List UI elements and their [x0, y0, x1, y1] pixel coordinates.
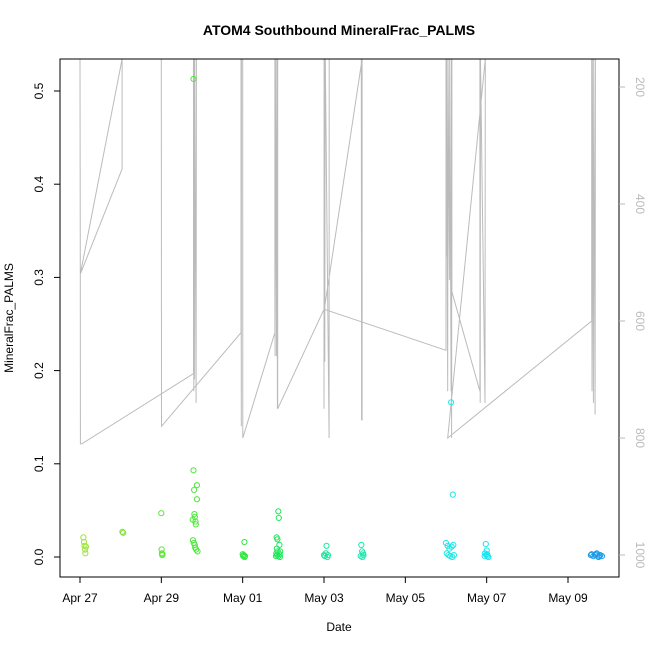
y-tick-label: 0.5 — [32, 82, 46, 99]
x-tick-label: May 09 — [548, 591, 588, 605]
data-point — [192, 521, 199, 528]
secondary-y-axis: 200 400 600 800 1000 — [619, 77, 647, 569]
data-point — [275, 508, 282, 515]
x-tick-label: May 07 — [467, 591, 507, 605]
data-point — [241, 553, 248, 560]
data-point — [241, 539, 248, 546]
y-axis-label: MineralFrac_PALMS — [2, 263, 16, 373]
y-tick-label: 0.2 — [32, 362, 46, 379]
data-point — [596, 553, 603, 560]
x-tick-label: Apr 27 — [62, 591, 98, 605]
altitude-line — [79, 58, 596, 445]
data-point — [482, 540, 489, 548]
data-point — [320, 552, 328, 559]
data-point — [191, 510, 198, 518]
altitude-trace — [79, 58, 596, 445]
data-point — [194, 548, 201, 555]
data-point — [276, 541, 283, 549]
y-tick-label: 0.0 — [32, 548, 46, 565]
data-point — [82, 546, 89, 553]
x-tick-label: Apr 29 — [144, 591, 180, 605]
y2-tick-label: 800 — [633, 428, 647, 448]
chart-title: ATOM4 Southbound MineralFrac_PALMS — [203, 22, 475, 38]
data-point — [592, 551, 600, 558]
data-point — [358, 541, 365, 549]
data-point — [193, 482, 200, 489]
plot-frame — [59, 58, 620, 578]
y2-tick-label: 200 — [633, 77, 647, 97]
data-point — [321, 553, 328, 560]
data-point — [448, 543, 455, 550]
y2-tick-label: 600 — [633, 311, 647, 331]
y-tick-label: 0.1 — [32, 455, 46, 472]
data-point — [274, 536, 281, 543]
y2-tick-label: 1000 — [633, 542, 647, 569]
y-tick-label: 0.3 — [32, 269, 46, 286]
data-point — [450, 541, 457, 549]
data-point — [189, 516, 196, 523]
y2-tick-label: 400 — [633, 194, 647, 214]
data-point — [120, 529, 127, 536]
data-point — [484, 551, 491, 558]
data-point — [193, 496, 200, 503]
data-point — [190, 75, 197, 83]
x-tick-label: May 03 — [304, 591, 344, 605]
data-point — [275, 514, 282, 522]
data-point — [323, 542, 330, 549]
x-tick-label: May 05 — [386, 591, 426, 605]
data-point — [158, 510, 165, 517]
x-axis-label: Date — [326, 620, 352, 634]
y-tick-label: 0.4 — [32, 176, 46, 193]
x-tick-label: May 01 — [223, 591, 263, 605]
y-axis: 0.0 0.1 0.2 0.3 0.4 0.5 — [32, 82, 60, 565]
data-point — [159, 551, 166, 558]
data-point — [360, 552, 367, 559]
data-point — [324, 552, 332, 559]
data-point — [450, 552, 457, 559]
data-point — [82, 550, 89, 557]
data-point — [81, 542, 88, 549]
data-point — [449, 553, 456, 561]
data-point — [191, 486, 198, 493]
x-axis: Apr 27 Apr 29 May 01 May 03 May 05 May 07 May … — [62, 577, 588, 605]
data-point — [448, 399, 455, 406]
data-point — [119, 528, 126, 535]
data-point — [449, 491, 456, 498]
data-point — [190, 467, 197, 474]
data-point — [277, 548, 284, 555]
data-point — [598, 553, 606, 560]
data-point — [276, 551, 283, 558]
data-point — [82, 543, 90, 550]
data-points — [80, 75, 606, 561]
